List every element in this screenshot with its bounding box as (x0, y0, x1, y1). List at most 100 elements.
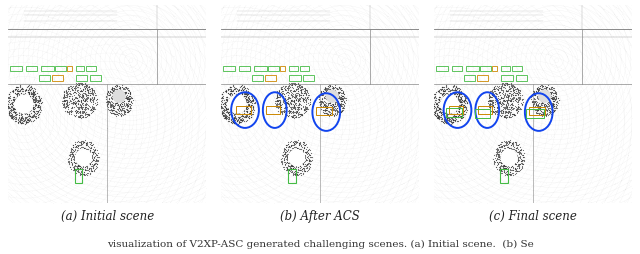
Point (77, 160, 88, 164)
Point (534, 180, 545, 184)
Point (85, 97, 95, 101)
Point (221, 89, 231, 93)
Point (531, 99, 541, 103)
Point (75, 81, 85, 85)
Point (305, 103, 315, 107)
Point (45, 192, 55, 196)
Point (284, 84, 294, 88)
Point (33, 99, 43, 103)
Point (119, 152, 129, 156)
Point (305, 159, 315, 163)
Point (284, 108, 294, 113)
Point (505, 86, 515, 90)
Point (452, 97, 462, 101)
Point (324, 100, 335, 104)
Point (122, 102, 132, 106)
Point (38, 21, 49, 25)
Point (446, 105, 456, 109)
Point (451, 88, 461, 92)
Point (79, 26, 90, 30)
Point (62, 100, 72, 104)
Point (325, 112, 335, 116)
Point (223, 106, 233, 110)
Point (294, 84, 304, 88)
Point (230, 91, 241, 96)
Point (356, 120, 366, 124)
Point (500, 171, 511, 176)
Point (9, 95, 19, 99)
Point (543, 51, 553, 55)
Point (67, 105, 77, 109)
Point (29, 77, 39, 81)
Point (29, 86, 39, 90)
Point (76, 89, 86, 93)
Point (504, 115, 514, 119)
Point (63, 87, 73, 91)
Point (351, 46, 361, 50)
Point (431, 111, 442, 115)
Point (131, 200, 141, 204)
Point (234, 100, 244, 104)
Point (498, 160, 508, 164)
Point (503, 167, 513, 171)
Point (73, 143, 83, 147)
Point (508, 97, 518, 101)
Point (332, 93, 342, 98)
Point (121, 90, 131, 94)
Point (25, 117, 35, 121)
Point (84, 140, 95, 144)
Point (500, 166, 511, 170)
Point (510, 162, 520, 166)
Point (86, 111, 96, 115)
Point (10, 87, 20, 91)
Point (296, 103, 306, 107)
Point (6, 193, 16, 197)
Point (508, 88, 518, 92)
Point (437, 107, 447, 112)
Point (550, 97, 561, 101)
Point (60, 102, 70, 106)
Point (385, 160, 395, 164)
Point (317, 14, 328, 18)
Point (106, 66, 116, 70)
Point (304, 166, 314, 170)
Point (564, 18, 575, 22)
Point (300, 107, 310, 112)
Point (267, 11, 277, 15)
Point (515, 95, 525, 99)
Point (451, 100, 461, 104)
Point (623, 153, 634, 157)
Point (13, 105, 23, 109)
Point (435, 98, 445, 102)
Point (497, 96, 508, 100)
Point (68, 86, 79, 90)
Point (506, 165, 516, 169)
Point (244, 91, 255, 95)
Point (506, 157, 516, 162)
Point (76, 151, 86, 155)
Point (292, 140, 302, 144)
Point (488, 99, 498, 103)
Point (507, 154, 517, 158)
Point (168, 102, 179, 106)
Point (502, 168, 513, 172)
Point (299, 86, 309, 90)
Point (461, 108, 472, 112)
Point (551, 92, 561, 96)
Point (84, 157, 94, 162)
Point (369, 48, 379, 52)
Point (572, 119, 582, 123)
Point (497, 103, 507, 107)
Point (506, 156, 516, 161)
Point (461, 131, 471, 135)
Point (68, 160, 79, 164)
Point (333, 112, 344, 116)
Point (9, 166, 19, 170)
Point (63, 105, 73, 109)
Point (330, 101, 340, 105)
Point (15, 97, 26, 101)
Point (495, 87, 506, 91)
Point (298, 198, 308, 202)
Point (316, 136, 326, 140)
Point (551, 153, 561, 157)
